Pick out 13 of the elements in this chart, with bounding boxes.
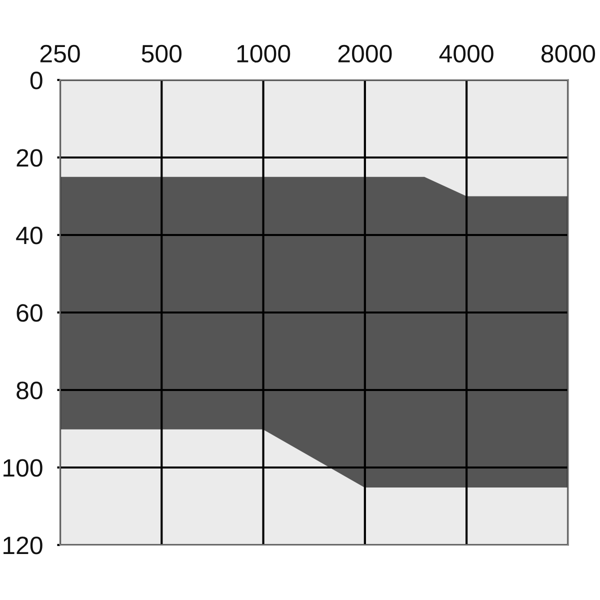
y-tick-label: 120: [4, 536, 42, 554]
y-tick-label: 80: [16, 382, 42, 400]
y-tick-label: 20: [16, 149, 42, 167]
y-tick-label: 100: [4, 459, 42, 477]
x-tick-label: 2000: [338, 44, 392, 63]
x-tick-label: 1000: [237, 44, 290, 63]
x-tick-label: 4000: [439, 44, 494, 63]
x-tick-label: 8000: [541, 44, 596, 63]
y-tick-label: 40: [16, 226, 42, 244]
y-tick-label: 60: [16, 304, 42, 322]
x-tick-label: 500: [142, 44, 182, 63]
x-tick-label: 250: [40, 44, 80, 63]
y-tick-label: 0: [30, 72, 42, 90]
